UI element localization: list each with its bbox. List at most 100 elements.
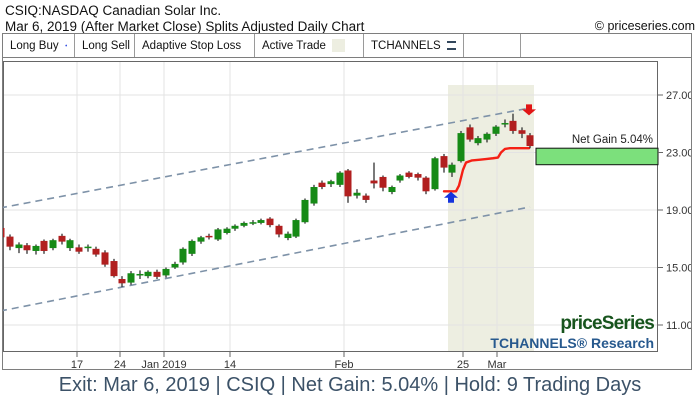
y-tick-label: 23.00 bbox=[666, 148, 691, 160]
candle-down bbox=[370, 180, 378, 184]
legend-cell-empty bbox=[464, 34, 521, 57]
candle-up bbox=[249, 222, 257, 224]
candle-down bbox=[75, 247, 83, 252]
candle-up bbox=[223, 228, 231, 233]
x-tick-label: 24 bbox=[114, 359, 126, 369]
candle-down bbox=[440, 156, 448, 168]
legend-label: Adaptive Stop Loss bbox=[142, 39, 242, 52]
candle-down bbox=[92, 248, 100, 255]
candle-up bbox=[388, 187, 396, 193]
y-tick-label: 27.00 bbox=[666, 90, 691, 102]
x-tick-label: Jan 2019 bbox=[141, 359, 186, 369]
candle-up bbox=[66, 240, 74, 249]
y-tick-label: 15.00 bbox=[666, 263, 691, 275]
candle-down bbox=[526, 135, 534, 147]
legend-bar: Long Buy Long Sell Adaptive Stop Loss Ac… bbox=[3, 34, 691, 58]
candle-down bbox=[40, 240, 48, 251]
copyright: © priceseries.com bbox=[594, 19, 695, 33]
price-chart: Net Gain 5.04% 27.00 23.00 19.00 15.00 11.00 1… bbox=[3, 61, 691, 369]
candle-down bbox=[422, 177, 430, 192]
candle-down bbox=[101, 252, 109, 265]
tchannel-upper-line bbox=[3, 107, 531, 209]
candle-up bbox=[284, 233, 292, 239]
legend-label: Active Trade bbox=[262, 39, 326, 52]
tchannels-dashes-icon bbox=[446, 41, 456, 50]
candle-down bbox=[405, 172, 413, 177]
candle-up bbox=[327, 181, 335, 185]
long-buy-marker bbox=[444, 191, 458, 203]
x-tick-label: 25 bbox=[457, 359, 469, 369]
candle-up bbox=[15, 244, 23, 249]
net-gain-label: Net Gain 5.04% bbox=[572, 134, 653, 146]
candle-up bbox=[231, 225, 239, 229]
candle-up bbox=[240, 222, 248, 226]
candle-up bbox=[188, 240, 196, 254]
candle-up bbox=[32, 245, 40, 251]
legend-label: Long Sell bbox=[82, 39, 130, 52]
legend-item-long-sell: Long Sell bbox=[75, 34, 135, 57]
candle-up bbox=[197, 237, 205, 242]
candle-down bbox=[362, 195, 370, 200]
x-tick-label: Feb bbox=[335, 359, 354, 369]
priceseries-logo: priceSeries bbox=[560, 313, 654, 334]
candle-up bbox=[483, 133, 491, 140]
candle-down bbox=[266, 218, 274, 226]
candle-up bbox=[448, 164, 456, 173]
chart-frame: Long Buy Long Sell Adaptive Stop Loss Ac… bbox=[2, 33, 692, 370]
candle-up bbox=[310, 187, 318, 204]
candle-down bbox=[379, 176, 387, 188]
candle-up bbox=[353, 192, 361, 196]
candle-down bbox=[23, 245, 31, 251]
candle-down bbox=[110, 261, 118, 277]
candle-up bbox=[49, 240, 57, 249]
legend-label: TCHANNELS bbox=[371, 39, 441, 52]
legend-item-active-trade: Active Trade bbox=[255, 34, 364, 57]
candle-down bbox=[6, 236, 14, 247]
long-buy-arrow-icon bbox=[64, 44, 67, 47]
candle-down bbox=[414, 174, 422, 178]
candle-down bbox=[275, 225, 283, 235]
y-tick-label: 11.00 bbox=[666, 320, 691, 332]
candle-up bbox=[162, 268, 170, 276]
legend-item-tchannels: TCHANNELS bbox=[364, 34, 464, 57]
legend-item-adaptive-stop-loss: Adaptive Stop Loss bbox=[135, 34, 255, 57]
candle-down bbox=[118, 279, 126, 284]
candle-up bbox=[292, 220, 300, 237]
candle-up bbox=[457, 133, 465, 162]
candle-down bbox=[344, 170, 352, 197]
candle-up bbox=[136, 273, 144, 276]
candle-down bbox=[153, 271, 161, 277]
candle-up bbox=[501, 123, 509, 125]
long-sell-marker bbox=[522, 104, 536, 116]
legend-cell-empty bbox=[521, 34, 691, 57]
candle-up bbox=[301, 199, 309, 223]
candle-down bbox=[509, 120, 517, 131]
candle-up bbox=[474, 138, 482, 144]
status-bar: Exit: Mar 6, 2019 | CSIQ | Net Gain: 5.0… bbox=[58, 374, 642, 396]
candle-down bbox=[518, 130, 526, 134]
tchannel-lower-line bbox=[3, 206, 531, 312]
candle-up bbox=[127, 273, 135, 283]
candle-up bbox=[84, 246, 92, 249]
net-gain-band bbox=[535, 147, 659, 166]
candle-up bbox=[214, 229, 222, 240]
candle-up bbox=[336, 172, 344, 185]
candle-down bbox=[466, 127, 474, 140]
candle-up bbox=[431, 158, 439, 190]
x-tick-label: 14 bbox=[224, 359, 236, 369]
adaptive-stop-loss-line bbox=[442, 146, 531, 193]
candle-up bbox=[257, 220, 265, 223]
candle-up bbox=[171, 263, 179, 268]
candle-up bbox=[144, 271, 152, 277]
candle-up bbox=[492, 126, 500, 134]
candle-up bbox=[396, 175, 404, 181]
x-tick-label: Mar bbox=[488, 359, 507, 369]
page-subtitle: Mar 6, 2019 (After Market Close) Splits … bbox=[5, 19, 365, 34]
candle-down bbox=[205, 235, 213, 238]
page-title: CSIQ:NASDAQ Canadian Solar Inc. bbox=[5, 3, 222, 18]
candle-down bbox=[58, 235, 66, 242]
legend-label: Long Buy bbox=[10, 39, 59, 52]
active-trade-swatch-icon bbox=[331, 39, 345, 52]
plot-border bbox=[3, 61, 658, 352]
legend-item-long-buy: Long Buy bbox=[3, 34, 75, 57]
